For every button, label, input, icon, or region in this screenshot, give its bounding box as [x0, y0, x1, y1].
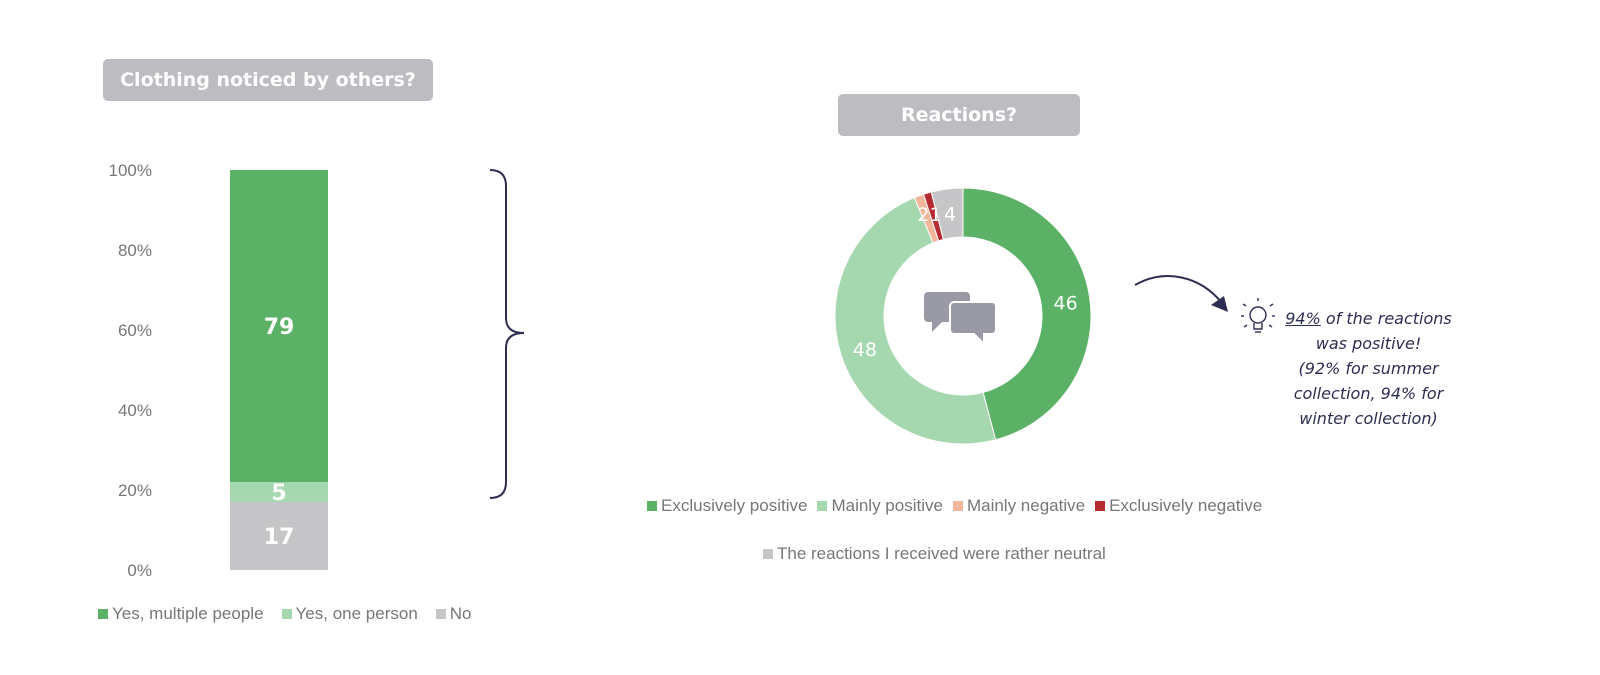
bar-chart-legend: Yes, multiple people Yes, one person No: [98, 604, 490, 624]
stacked-bar-chart: 0% 20% 40% 60% 80% 100% 17 5 79: [109, 161, 328, 580]
legend-label: Exclusively negative: [1109, 496, 1263, 515]
legend-item-no: No: [435, 604, 472, 624]
legend-swatch: [817, 501, 828, 511]
legend-swatch: [1095, 501, 1106, 511]
insight-line-1-text: of the reactions: [1320, 309, 1452, 328]
legend-item-excl-positive: Exclusively positive: [647, 496, 807, 516]
donut-slice: [930, 187, 964, 241]
y-tick-label: 0%: [127, 561, 152, 580]
donut-chart: 46 48 421: [834, 187, 1092, 445]
y-tick-label: 80%: [118, 241, 152, 260]
y-tick-label: 60%: [118, 321, 152, 340]
insight-percent: 94%: [1285, 309, 1321, 328]
chat-bubbles-icon: [924, 292, 997, 347]
bar-chart-title: Clothing noticed by others?: [103, 59, 433, 101]
insight-line-2: was positive!: [1315, 334, 1422, 353]
donut-data-label: 46: [1054, 293, 1078, 315]
legend-label: Exclusively positive: [661, 496, 808, 515]
donut-slice: [834, 196, 997, 445]
legend-label: Mainly positive: [831, 496, 943, 515]
donut-data-label: 4: [944, 203, 956, 225]
donut-chart-legend: Exclusively positive Mainly positive Mai…: [647, 496, 1280, 516]
donut-chart-legend-row-2: The reactions I received were rather neu…: [763, 544, 1124, 564]
bracket: [489, 169, 525, 499]
legend-swatch: [763, 549, 773, 559]
lightbulb-icon: [1241, 298, 1275, 333]
legend-swatch: [952, 501, 963, 511]
legend-label: Yes, multiple people: [112, 604, 264, 623]
insight-line-3: (92% for summer: [1298, 359, 1439, 378]
legend-item-one: Yes, one person: [281, 604, 418, 624]
insight-line-5: winter collection): [1299, 409, 1438, 428]
legend-item-neutral: The reactions I received were rather neu…: [763, 544, 1106, 564]
legend-item-mainly-negative: Mainly negative: [952, 496, 1086, 516]
donut-slice: [962, 187, 1092, 441]
donut-chart-title: Reactions?: [838, 94, 1080, 136]
legend-item-excl-negative: Exclusively negative: [1095, 496, 1262, 516]
donut-small-slices-label: 21: [917, 204, 941, 226]
bar-data-label: 79: [264, 315, 295, 340]
legend-swatch: [647, 501, 657, 511]
legend-label: Yes, one person: [295, 604, 418, 623]
bar-data-label: 5: [271, 481, 286, 506]
bar-segment: [230, 170, 328, 482]
insight-line-4: collection, 94% for: [1293, 384, 1444, 403]
donut-data-label: 48: [853, 339, 877, 361]
legend-label: Mainly negative: [966, 496, 1086, 515]
legend-label: No: [449, 604, 472, 623]
y-tick-label: 100%: [109, 161, 152, 180]
y-tick-label: 20%: [118, 481, 152, 500]
legend-swatch: [435, 609, 446, 619]
insight-callout: 94% of the reactions was positive! (92% …: [1266, 306, 1471, 431]
legend-swatch: [281, 609, 292, 619]
legend-item-mainly-positive: Mainly positive: [817, 496, 943, 516]
legend-item-multiple: Yes, multiple people: [98, 604, 264, 624]
legend-label: The reactions I received were rather neu…: [777, 544, 1106, 563]
insight-line-1: 94% of the reactions: [1266, 306, 1471, 331]
bar-segment: [230, 482, 328, 502]
bar-segment: [230, 502, 328, 570]
bar-data-label: 17: [264, 525, 295, 550]
curved-arrow-icon: [1134, 275, 1228, 312]
y-tick-label: 40%: [118, 401, 152, 420]
legend-swatch: [98, 609, 108, 619]
